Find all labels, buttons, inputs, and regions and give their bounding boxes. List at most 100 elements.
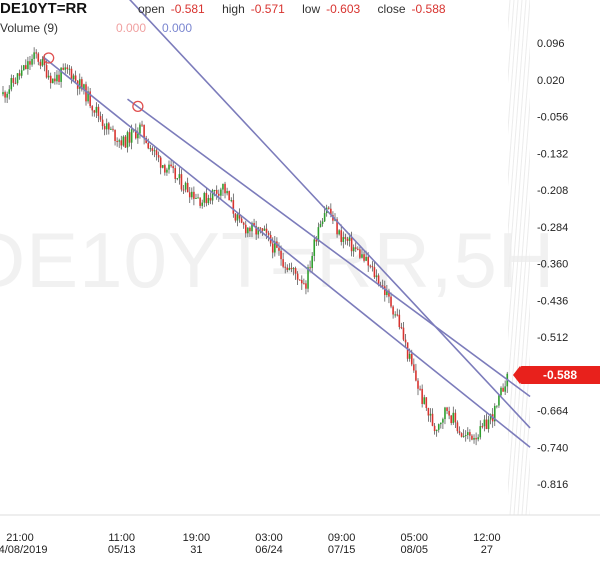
candle-down	[419, 388, 421, 390]
candle-down	[369, 265, 372, 267]
hatch-line	[508, 0, 519, 136]
candle-down	[330, 208, 332, 216]
candle-down	[392, 306, 394, 315]
candle-down	[39, 61, 42, 66]
candle-up	[87, 91, 89, 102]
candle-up	[462, 435, 465, 437]
candle-up	[317, 227, 320, 242]
candle-up	[263, 228, 266, 231]
candle-down	[103, 126, 106, 130]
candle-down	[232, 200, 235, 214]
candle-up	[6, 93, 8, 98]
candle-down	[62, 67, 64, 70]
candle-down	[174, 168, 177, 179]
candle-down	[124, 136, 127, 148]
candle-down	[400, 327, 403, 329]
candle-up	[178, 174, 181, 179]
candle-down	[327, 207, 330, 209]
candle-up	[500, 387, 502, 396]
candle-down	[402, 327, 405, 340]
candle-down	[89, 91, 91, 107]
y-tick-label: 0.020	[537, 75, 565, 87]
candle-down	[290, 267, 293, 269]
x-tick-date: 08/05	[400, 544, 428, 556]
candle-up	[236, 214, 239, 221]
candle-down	[25, 65, 27, 70]
x-tick-date: 04/08/2019	[0, 544, 48, 556]
candle-down	[267, 232, 270, 235]
candle-down	[54, 78, 56, 82]
candle-down	[294, 268, 297, 274]
candle-down	[255, 226, 257, 235]
candle-down	[350, 237, 353, 252]
candle-up	[168, 164, 170, 170]
hatch-line	[509, 251, 530, 515]
y-tick-label: -0.664	[537, 406, 568, 418]
candle-down	[377, 275, 380, 286]
candle-down	[93, 110, 96, 113]
volume-up-value: 0.000	[116, 21, 147, 35]
candle-up	[498, 395, 500, 406]
candle-up	[487, 419, 490, 430]
candle-down	[363, 254, 365, 261]
candle-up	[153, 150, 156, 152]
candle-up	[22, 65, 25, 71]
candle-up	[191, 191, 193, 198]
candle-up	[56, 74, 58, 82]
candle-down	[114, 129, 116, 141]
hatch-line	[566, 0, 600, 515]
candle-down	[172, 166, 174, 169]
candle-up	[2, 92, 4, 95]
candle-up	[78, 79, 81, 89]
candle-down	[4, 92, 6, 98]
candle-up	[473, 438, 475, 440]
volume-label[interactable]: Volume (9)	[0, 21, 59, 35]
candle-down	[340, 230, 343, 242]
candle-down	[81, 79, 83, 90]
candle-up	[130, 129, 133, 143]
candle-down	[116, 140, 118, 142]
candle-up	[211, 190, 214, 201]
candle-up	[504, 386, 506, 392]
candle-down	[234, 213, 237, 221]
candle-up	[257, 227, 260, 235]
candle-up	[477, 437, 479, 440]
candle-down	[502, 387, 504, 392]
candle-down	[413, 364, 415, 371]
y-tick-label: -0.132	[537, 148, 568, 160]
candle-up	[489, 414, 492, 420]
candle-up	[323, 213, 326, 222]
candle-up	[444, 407, 446, 420]
candle-up	[149, 148, 152, 150]
candle-up	[352, 247, 355, 252]
candle-up	[251, 223, 253, 232]
symbol-title[interactable]: DE10YT=RR	[0, 0, 88, 17]
candle-down	[481, 426, 484, 428]
candle-up	[437, 424, 440, 430]
x-tick-time: 21:00	[6, 532, 34, 544]
candle-down	[284, 266, 286, 268]
candle-up	[247, 227, 249, 234]
candle-down	[147, 142, 150, 149]
candle-up	[442, 419, 444, 423]
candle-up	[479, 426, 482, 438]
candle-up	[361, 254, 363, 258]
hatch-line	[562, 0, 600, 515]
candle-up	[464, 435, 467, 437]
volume-row: Volume (9) 0.000 0.000	[0, 21, 192, 35]
candle-up	[408, 353, 411, 359]
candle-up	[10, 78, 13, 90]
candle-down	[35, 52, 37, 54]
candle-up	[467, 432, 469, 436]
candle-down	[240, 218, 243, 223]
candle-up	[118, 140, 120, 142]
candle-down	[141, 124, 143, 126]
candle-down	[43, 59, 46, 66]
x-tick-time: 11:00	[108, 532, 135, 544]
candle-up	[72, 75, 75, 80]
candle-down	[112, 128, 114, 130]
candle-down	[315, 239, 318, 242]
candle-down	[282, 259, 284, 267]
